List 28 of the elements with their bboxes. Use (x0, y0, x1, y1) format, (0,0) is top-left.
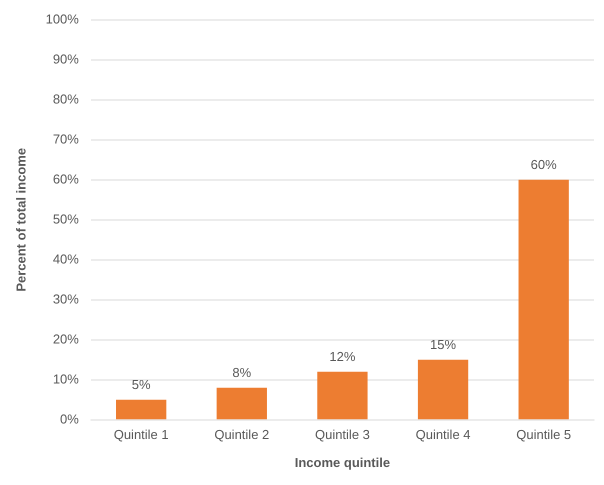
y-tick-label: 30% (52, 291, 80, 306)
x-tick-label: Quintile 5 (516, 427, 572, 442)
y-tick-label: 60% (52, 171, 80, 186)
bar (216, 388, 267, 420)
x-tick-label: Quintile 4 (416, 427, 471, 442)
data-label: 5% (132, 376, 151, 392)
x-tick-label: Quintile 3 (314, 427, 370, 442)
bar (418, 360, 468, 420)
y-tick-label: 80% (52, 91, 80, 106)
data-label: 60% (530, 156, 558, 172)
x-tick-label: Quintile 2 (214, 427, 270, 442)
y-tick-label: 100% (46, 11, 80, 26)
y-tick-label: 20% (52, 331, 80, 346)
bar (518, 180, 569, 420)
y-tick-label: 50% (52, 211, 80, 226)
y-tick-label: 0% (60, 411, 80, 426)
bar (116, 400, 166, 420)
y-tick-label: 10% (52, 371, 80, 386)
y-tick-label: 40% (52, 251, 80, 266)
bar (317, 372, 368, 420)
y-axis-title: Percent of total income (13, 148, 28, 292)
y-tick-label: 70% (52, 131, 80, 146)
data-label: 12% (329, 348, 356, 364)
data-label: 8% (232, 364, 252, 380)
x-axis-title: Income quintile (294, 454, 390, 470)
y-tick-label: 90% (52, 51, 80, 66)
data-label: 15% (430, 336, 456, 352)
x-tick-label: Quintile 1 (114, 427, 169, 442)
